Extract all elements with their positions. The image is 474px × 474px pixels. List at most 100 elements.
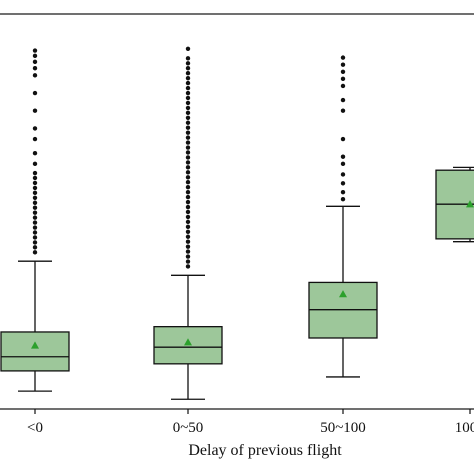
- outlier-point: [340, 76, 346, 82]
- outlier-point: [185, 90, 191, 96]
- outlier-point: [185, 184, 191, 190]
- outlier-point: [185, 61, 191, 66]
- outlier-point: [185, 46, 191, 51]
- outlier-point: [185, 95, 191, 101]
- outlier-point: [340, 172, 346, 177]
- outlier-point: [185, 214, 191, 220]
- outlier-point: [32, 235, 38, 240]
- mean-marker: [184, 338, 192, 346]
- outlier-point: [32, 185, 38, 191]
- outlier-point: [185, 209, 191, 215]
- outlier-point: [32, 90, 38, 96]
- outlier-point: [185, 145, 191, 150]
- x-tick-label: 0~50: [173, 420, 204, 436]
- outlier-point: [185, 199, 191, 205]
- outlier-point: [185, 70, 191, 76]
- outlier-point: [32, 230, 38, 235]
- outlier-point: [185, 175, 191, 180]
- outlier-point: [340, 197, 346, 202]
- outlier-point: [340, 189, 346, 195]
- outlier-point: [185, 115, 191, 121]
- plot-frame: [0, 13, 474, 410]
- outlier-point: [340, 62, 346, 67]
- outlier-point: [340, 55, 346, 60]
- outlier-point: [185, 66, 191, 71]
- outlier-point: [340, 161, 346, 167]
- outlier-point: [32, 53, 38, 59]
- outlier-point: [32, 73, 38, 78]
- x-axis-ticks: <0 0~50 50~100 100~: [27, 409, 474, 436]
- box-group-1: [153, 46, 223, 400]
- outlier-point: [185, 110, 191, 116]
- outlier-point: [32, 220, 38, 225]
- outlier-point: [185, 229, 191, 234]
- outlier-point: [32, 48, 38, 53]
- outlier-point: [32, 59, 38, 65]
- outlier-point: [185, 234, 191, 239]
- x-tick-label: 50~100: [320, 420, 366, 436]
- outlier-point: [185, 249, 191, 254]
- outlier-point: [32, 250, 38, 255]
- outlier-point: [185, 80, 191, 86]
- outlier-point: [340, 108, 346, 113]
- outlier-point: [340, 136, 346, 142]
- box-group-2: [308, 55, 378, 378]
- outlier-point: [185, 56, 191, 61]
- outlier-point: [185, 150, 191, 155]
- outlier-point: [32, 215, 38, 220]
- box-iqr: [0, 331, 70, 372]
- outlier-point: [185, 180, 191, 185]
- outlier-point: [185, 100, 191, 106]
- outlier-point: [32, 151, 38, 156]
- outlier-point: [185, 219, 191, 225]
- outlier-point: [32, 195, 38, 201]
- outlier-point: [32, 66, 38, 71]
- x-tick-label: <0: [27, 420, 43, 436]
- outlier-point: [185, 155, 191, 160]
- outlier-point: [185, 189, 191, 195]
- outlier-point: [185, 244, 191, 249]
- outlier-point: [185, 165, 191, 170]
- mean-marker: [466, 200, 474, 208]
- box-group-0: [0, 48, 70, 392]
- outlier-point: [185, 239, 191, 244]
- outlier-point: [185, 194, 191, 200]
- outlier-point: [185, 120, 191, 125]
- outlier-point: [185, 170, 191, 175]
- mean-marker: [339, 290, 347, 298]
- outlier-point: [185, 130, 191, 135]
- outlier-point: [185, 125, 191, 130]
- outlier-point: [340, 83, 346, 89]
- outlier-point: [340, 69, 346, 74]
- outlier-point: [32, 200, 38, 205]
- box-group-3: [435, 166, 474, 243]
- plot-area: [0, 13, 474, 410]
- outlier-point: [185, 264, 191, 269]
- outlier-point: [32, 136, 38, 142]
- outlier-point: [32, 180, 38, 186]
- outlier-point: [32, 170, 38, 176]
- outlier-point: [185, 224, 191, 230]
- outlier-point: [185, 85, 191, 91]
- outlier-point: [32, 161, 38, 167]
- outlier-point: [32, 240, 38, 245]
- outlier-point: [185, 75, 191, 81]
- outlier-point: [32, 225, 38, 230]
- outlier-point: [32, 245, 38, 250]
- outlier-point: [32, 126, 38, 131]
- outlier-point: [32, 175, 38, 181]
- outlier-point: [185, 160, 191, 165]
- outlier-point: [185, 259, 191, 264]
- outlier-point: [185, 105, 191, 111]
- mean-marker: [31, 341, 39, 349]
- outlier-point: [32, 190, 38, 196]
- outlier-point: [185, 204, 191, 210]
- outlier-point: [340, 154, 346, 159]
- outlier-point: [32, 205, 38, 210]
- x-tick-label: 100~: [455, 420, 474, 436]
- outlier-point: [340, 181, 346, 186]
- outlier-point: [185, 135, 191, 140]
- outlier-point: [32, 210, 38, 215]
- outlier-point: [185, 254, 191, 259]
